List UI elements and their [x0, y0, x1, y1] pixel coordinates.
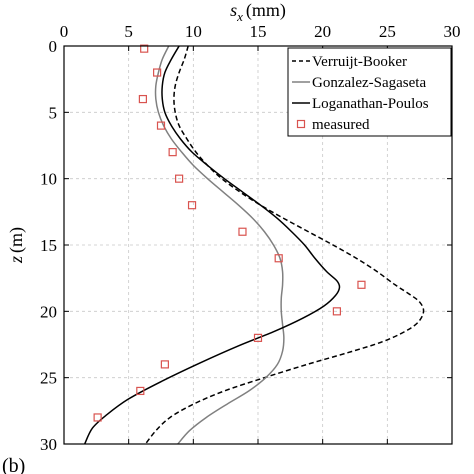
series-line-verruijt-booker — [144, 46, 425, 444]
series-line-gonzalez-sagaseta — [154, 46, 285, 444]
legend: Verruijt-Booker Gonzalez-Sagaseta Loganath… — [287, 47, 452, 137]
measured-point — [175, 174, 184, 183]
y-tick-labels: 0 5 10 15 20 25 30 — [40, 37, 57, 454]
measured-point — [238, 227, 247, 236]
measured-point — [187, 201, 197, 210]
measured-markers — [93, 44, 366, 422]
legend-label-verruijt-booker: Verruijt-Booker — [312, 54, 407, 70]
x-tick-label: 25 — [379, 22, 396, 41]
panel-label: (b) — [2, 455, 25, 474]
measured-point — [136, 386, 145, 396]
measured-point — [156, 121, 166, 130]
x-axis-subscript: x — [236, 9, 243, 24]
y-tick-label: 10 — [40, 170, 57, 189]
measured-point — [93, 413, 102, 422]
legend-box — [287, 47, 452, 137]
x-axis-title: sx​(mm) — [230, 0, 286, 24]
measured-point — [253, 333, 263, 342]
measured-point — [168, 148, 177, 157]
x-tick-label: 5 — [124, 22, 133, 41]
series-line-loganathan-poulos — [84, 46, 341, 444]
measured-point — [160, 360, 169, 369]
legend-label-gonzalez-sagaseta: Gonzalez-Sagaseta — [312, 75, 426, 91]
y-tick-label: 15 — [40, 236, 57, 255]
x-tick-label: 10 — [185, 22, 202, 41]
series-layer — [84, 46, 425, 444]
x-axis-unit: (mm) — [246, 0, 286, 21]
y-tick-label: 0 — [49, 37, 58, 56]
measured-point — [357, 280, 366, 289]
x-axis-symbol: s — [230, 0, 237, 20]
measured-point — [332, 307, 341, 316]
y-tick-label: 5 — [49, 103, 58, 122]
measured-point — [274, 254, 283, 263]
legend-swatch-measured — [296, 119, 306, 129]
y-tick-label: 25 — [40, 369, 57, 388]
measured-point — [153, 68, 162, 77]
measured-point — [138, 94, 147, 104]
x-tick-label: 30 — [444, 22, 461, 41]
x-tick-label: 15 — [250, 22, 267, 41]
measured-point — [140, 44, 149, 53]
x-tick-label: 20 — [314, 22, 331, 41]
y-axis-symbol: z — [6, 256, 26, 264]
y-tick-label: 30 — [40, 435, 57, 454]
ticks — [63, 45, 453, 445]
y-tick-label: 20 — [40, 302, 57, 321]
y-axis-title: z​(m) — [6, 227, 27, 264]
legend-label-loganathan-poulos: Loganathan-Poulos — [312, 96, 429, 112]
x-tick-labels: 0 5 10 15 20 25 30 — [60, 22, 461, 41]
x-tick-label: 0 — [60, 22, 69, 41]
y-axis-unit: (m) — [6, 227, 27, 253]
legend-label-measured: measured — [312, 117, 370, 133]
